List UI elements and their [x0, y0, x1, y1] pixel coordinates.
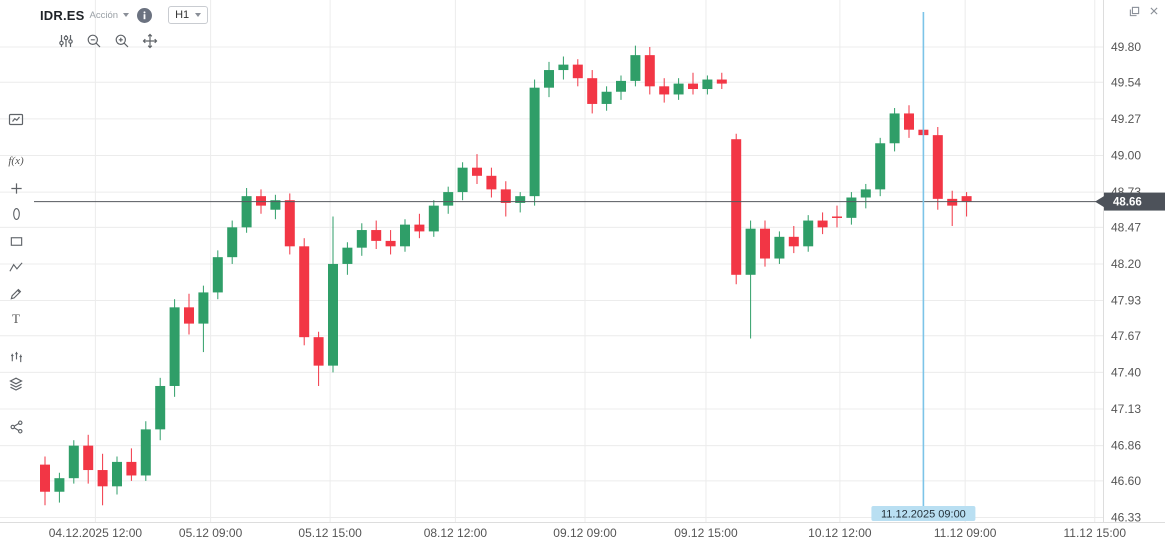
- svg-text:47.40: 47.40: [1111, 365, 1141, 379]
- svg-text:49.00: 49.00: [1111, 148, 1141, 162]
- symbol-selector[interactable]: IDR.ES Acción: [40, 7, 130, 23]
- info-icon[interactable]: [137, 7, 153, 23]
- svg-text:11.12 15:00: 11.12 15:00: [1064, 526, 1127, 540]
- symbol-name: IDR.ES: [40, 7, 85, 23]
- svg-text:11.12.2025 09:00: 11.12.2025 09:00: [881, 509, 966, 521]
- zigzag-tool-icon[interactable]: [6, 257, 26, 277]
- svg-text:09.12 15:00: 09.12 15:00: [674, 526, 738, 540]
- rectangle-tool-icon[interactable]: [6, 231, 26, 251]
- svg-text:46.33: 46.33: [1111, 511, 1141, 525]
- window-controls: [1127, 4, 1161, 18]
- close-icon[interactable]: [1147, 4, 1161, 18]
- svg-text:10.12 12:00: 10.12 12:00: [808, 526, 872, 540]
- chart-display-icon[interactable]: [6, 110, 26, 130]
- svg-text:49.80: 49.80: [1111, 40, 1141, 54]
- svg-text:47.13: 47.13: [1111, 402, 1141, 416]
- symbol-header: IDR.ES Acción H1: [40, 6, 209, 24]
- text-tool-icon[interactable]: T: [6, 309, 26, 329]
- svg-text:05.12 09:00: 05.12 09:00: [179, 526, 243, 540]
- crosshair-date-label: 11.12.2025 09:00: [871, 506, 976, 521]
- svg-text:48.20: 48.20: [1111, 257, 1141, 271]
- chart-toolbar: [56, 31, 160, 51]
- timeframe-value: H1: [175, 9, 190, 21]
- svg-text:49.27: 49.27: [1111, 112, 1141, 126]
- svg-text:48.47: 48.47: [1111, 220, 1141, 234]
- share-icon[interactable]: [6, 417, 26, 437]
- indicators-settings-icon[interactable]: [56, 31, 76, 51]
- fx-label: f(x): [8, 155, 24, 167]
- zoom-out-icon[interactable]: [84, 31, 104, 51]
- svg-text:11.12 09:00: 11.12 09:00: [934, 526, 997, 540]
- last-price-badge: 48.66: [1095, 192, 1165, 211]
- svg-text:48.66: 48.66: [1113, 197, 1142, 209]
- info-glyph: [143, 10, 146, 19]
- expand-icon[interactable]: [1127, 4, 1141, 18]
- price-axis[interactable]: 49.8049.5449.2749.0048.7348.4748.2047.93…: [1111, 40, 1141, 525]
- svg-text:47.93: 47.93: [1111, 294, 1141, 308]
- svg-text:49.54: 49.54: [1111, 75, 1141, 89]
- drawing-toolbar: f(x) T: [0, 0, 30, 522]
- svg-text:05.12 15:00: 05.12 15:00: [298, 526, 362, 540]
- timeframe-select[interactable]: H1: [168, 6, 209, 24]
- chevron-down-icon: [123, 13, 130, 17]
- svg-text:09.12 09:00: 09.12 09:00: [553, 526, 617, 540]
- svg-text:46.60: 46.60: [1111, 474, 1141, 488]
- svg-text:04.12.2025 12:00: 04.12.2025 12:00: [49, 526, 143, 540]
- zoom-in-icon[interactable]: [112, 31, 132, 51]
- svg-text:47.67: 47.67: [1111, 329, 1141, 343]
- add-icon[interactable]: [6, 178, 26, 198]
- function-indicators-icon[interactable]: f(x): [6, 151, 26, 171]
- time-axis[interactable]: 04.12.2025 12:00 05.12 09:00 05.12 15:00 08…: [49, 526, 1127, 540]
- pattern-tool-icon[interactable]: [6, 347, 26, 367]
- chevron-down-icon: [195, 13, 202, 17]
- layers-icon[interactable]: [6, 374, 26, 394]
- svg-text:08.12 12:00: 08.12 12:00: [424, 526, 488, 540]
- axis-separators: [0, 0, 1165, 523]
- instrument-type-label: Acción: [89, 9, 119, 21]
- ellipse-tool-icon[interactable]: [6, 204, 26, 224]
- svg-text:46.86: 46.86: [1111, 439, 1141, 453]
- candles: [40, 45, 972, 506]
- pan-icon[interactable]: [140, 31, 160, 51]
- brush-tool-icon[interactable]: [6, 283, 26, 303]
- text-tool-label: T: [12, 311, 20, 326]
